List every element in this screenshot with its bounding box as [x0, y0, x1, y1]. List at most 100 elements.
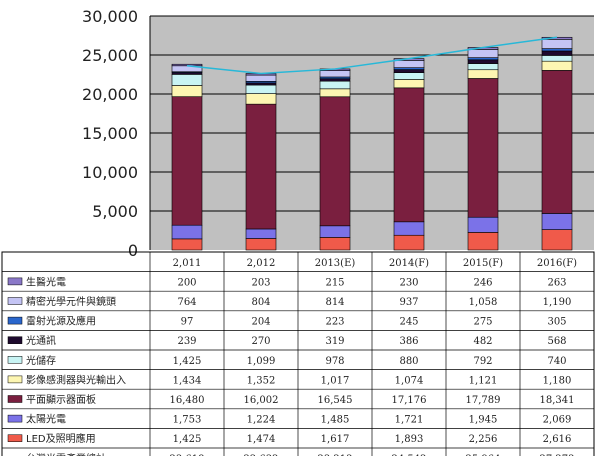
series-name: 光通訊 [26, 334, 56, 347]
bar-segment [541, 60, 573, 71]
bar-segment [541, 229, 573, 251]
y-tick-label: 25,000 [82, 46, 138, 65]
data-value: 203 [251, 277, 270, 288]
data-value: 1,474 [247, 434, 276, 445]
legend-swatch [7, 375, 23, 384]
bar-segment [467, 78, 499, 218]
data-value: 24,542 [392, 454, 427, 456]
total-line [186, 36, 558, 75]
bar-segment [171, 224, 203, 240]
bar-segment [245, 238, 277, 251]
data-value: 223 [325, 317, 344, 328]
y-tick-label: 5,000 [92, 202, 138, 221]
data-value: 764 [177, 297, 196, 308]
bar-segment [245, 93, 277, 105]
category-label: 2014(F) [389, 258, 429, 269]
data-value: 263 [547, 277, 566, 288]
data-value: 200 [177, 277, 196, 288]
legend-swatch [7, 316, 23, 325]
series-name: 精密光學元件與鏡頭 [26, 295, 116, 308]
y-tick-label: 20,000 [82, 85, 138, 104]
data-value: 804 [251, 297, 270, 308]
y-tick-label: 0 [128, 241, 138, 260]
data-value: 22,632 [244, 454, 279, 456]
bar-segment [467, 216, 499, 233]
data-value: 239 [177, 336, 196, 347]
y-tick-label: 15,000 [82, 124, 138, 143]
data-value: 1,753 [173, 415, 202, 426]
data-value: 230 [399, 277, 418, 288]
bar-segment [171, 63, 203, 67]
data-value: 23,618 [170, 454, 205, 456]
series-name: 生醫光電 [26, 275, 66, 288]
data-value: 386 [399, 336, 418, 347]
data-value: 245 [399, 317, 418, 328]
category-label: 2,012 [247, 258, 276, 269]
data-value: 2,256 [469, 434, 498, 445]
category-label: 2,011 [173, 258, 202, 269]
y-tick-label: 10,000 [82, 163, 138, 182]
data-value: 305 [547, 317, 566, 328]
bar-segment [319, 225, 351, 238]
data-value: 97 [181, 317, 194, 328]
series-name: 太陽光電 [26, 413, 66, 426]
bar-segment [319, 78, 351, 82]
data-value: 1,893 [395, 434, 424, 445]
legend-swatch [7, 395, 23, 403]
series-name: 光儲存 [26, 354, 56, 367]
y-axis: 0 5,000 10,000 15,000 20,000 25,000 30,000 [82, 7, 138, 260]
bar-segment [467, 57, 499, 61]
data-value: 16,545 [318, 395, 353, 406]
data-value: 16,480 [170, 395, 205, 406]
data-value: 1,099 [247, 356, 276, 367]
legend-swatch [7, 434, 23, 442]
data-value: 880 [399, 356, 418, 367]
data-value: 1,434 [173, 375, 202, 386]
series-name: 雷射光源及應用 [26, 315, 96, 328]
plot-area [149, 15, 594, 251]
data-value: 978 [325, 356, 344, 367]
data-value: 18,341 [540, 395, 575, 406]
bar-segment [171, 96, 203, 226]
bar-segment [319, 80, 351, 90]
data-value: 482 [473, 336, 492, 347]
data-value: 1,617 [321, 434, 350, 445]
bar-segment [319, 70, 351, 78]
data-value: 1,721 [395, 415, 424, 426]
legend-swatch [7, 414, 23, 423]
bar-segment [393, 234, 425, 251]
bar-segment [171, 238, 203, 251]
data-value: 246 [473, 277, 492, 288]
data-value: 204 [251, 317, 270, 328]
bar-segment [245, 74, 277, 82]
data-value: 1,352 [247, 375, 276, 386]
data-value: 1,945 [469, 415, 498, 426]
category-label: 2015(F) [463, 258, 503, 269]
data-value: 1,058 [469, 297, 498, 308]
data-value: 1,074 [395, 375, 424, 386]
data-value: 792 [473, 356, 492, 367]
data-value: 740 [547, 356, 566, 367]
bar-segment [393, 79, 425, 89]
bar-segment [319, 96, 351, 227]
bar-segment [467, 69, 499, 79]
data-value: 1,425 [173, 356, 202, 367]
bar-segment [393, 221, 425, 236]
series-name: 平面顯示器面板 [26, 393, 96, 406]
data-value: 25,964 [466, 454, 501, 456]
data-value: 275 [473, 317, 492, 328]
bar-segment [467, 59, 499, 64]
bar-segment [393, 72, 425, 80]
data-value: 319 [325, 336, 344, 347]
data-value: 814 [325, 297, 344, 308]
data-value: 16,002 [244, 395, 279, 406]
data-table: 2,011 2,012 2013(E) 2014(F) 2015(F) 2016(F) 生醫… [1, 251, 595, 456]
category-label: 2013(E) [315, 258, 356, 269]
bar-segment [541, 39, 573, 49]
data-value: 1,190 [543, 297, 572, 308]
bar-segment [541, 50, 573, 56]
data-value: 270 [251, 336, 270, 347]
series-name: 台灣光電產業總計 [26, 452, 106, 456]
bar-segment [541, 55, 573, 62]
legend-swatch [7, 297, 23, 305]
